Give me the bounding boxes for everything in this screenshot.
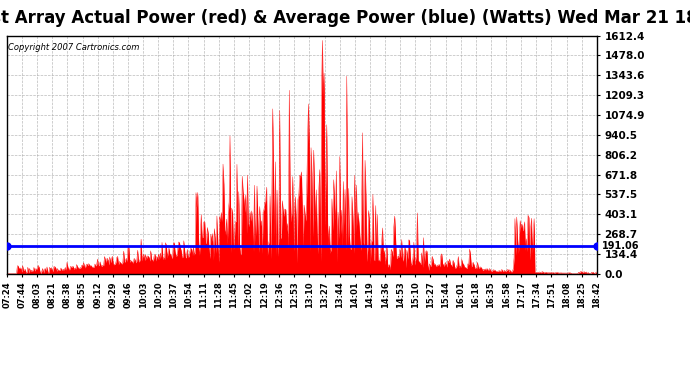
Text: Copyright 2007 Cartronics.com: Copyright 2007 Cartronics.com bbox=[8, 43, 139, 52]
Text: West Array Actual Power (red) & Average Power (blue) (Watts) Wed Mar 21 18:48: West Array Actual Power (red) & Average … bbox=[0, 9, 690, 27]
Text: 191.06: 191.06 bbox=[0, 240, 1, 250]
Text: 191.06: 191.06 bbox=[602, 240, 640, 250]
